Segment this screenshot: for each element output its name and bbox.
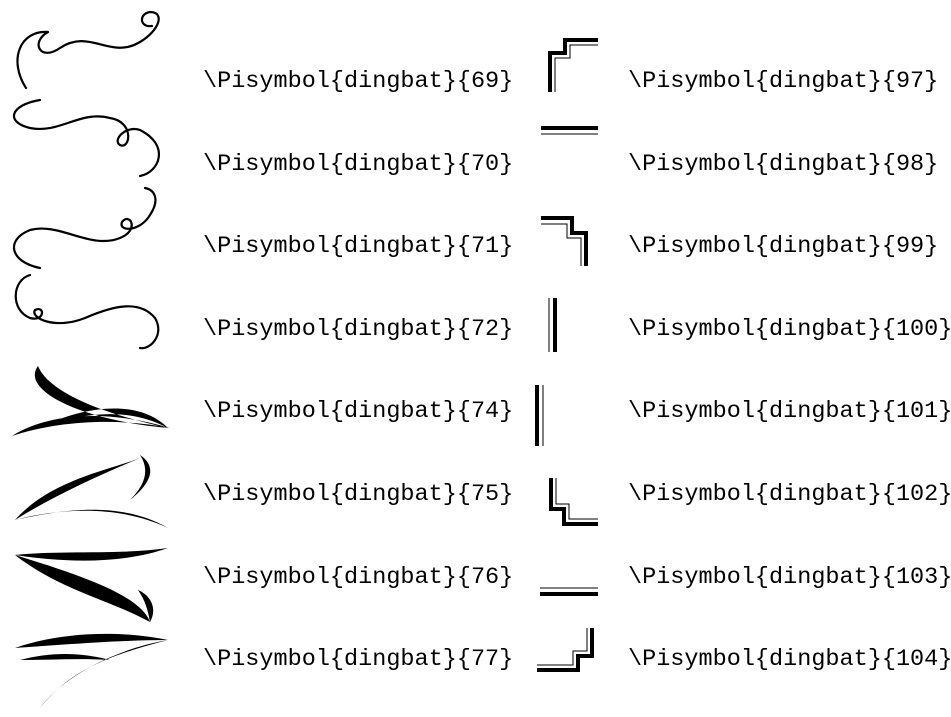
dingbat-corner: [548, 38, 598, 92]
command-text: \Pisymbol{dingbat}{99}: [628, 233, 939, 261]
dingbat-corner: [549, 478, 598, 526]
command-text: \Pisymbol{dingbat}{76}: [203, 563, 514, 591]
dingbat-corner: [537, 628, 588, 666]
dingbat-leaf: [12, 366, 170, 436]
dingbat-leaf: [15, 548, 168, 622]
dingbat-corner: [537, 628, 594, 672]
dingbat-leaf: [15, 633, 168, 708]
dingbat-corner: [541, 216, 588, 266]
command-text: \Pisymbol{dingbat}{72}: [203, 315, 514, 343]
command-text: \Pisymbol{dingbat}{104}: [628, 646, 951, 674]
dingbat-swirl: [16, 10, 160, 90]
dingbat-corner: [554, 44, 598, 92]
command-text: \Pisymbol{dingbat}{103}: [628, 563, 951, 591]
dingbat-corner: [555, 478, 598, 520]
command-text: \Pisymbol{dingbat}{101}: [628, 398, 951, 426]
command-text: \Pisymbol{dingbat}{100}: [628, 315, 951, 343]
command-text: \Pisymbol{dingbat}{71}: [203, 233, 514, 261]
dingbat-swirl: [12, 186, 157, 270]
dingbat-corner: [541, 223, 582, 266]
command-text: \Pisymbol{dingbat}{98}: [628, 150, 939, 178]
command-text: \Pisymbol{dingbat}{70}: [203, 150, 514, 178]
command-text: \Pisymbol{dingbat}{75}: [203, 481, 514, 508]
dingbat-swirl: [14, 273, 160, 350]
dingbat-leaf: [15, 455, 168, 528]
command-text: \Pisymbol{dingbat}{74}: [203, 398, 514, 426]
command-text: \Pisymbol{dingbat}{69}: [203, 68, 514, 95]
command-text: \Pisymbol{dingbat}{97}: [628, 68, 939, 95]
command-text: \Pisymbol{dingbat}{77}: [203, 646, 514, 674]
command-text: \Pisymbol{dingbat}{102}: [628, 481, 951, 508]
dingbat-swirl: [12, 98, 160, 178]
